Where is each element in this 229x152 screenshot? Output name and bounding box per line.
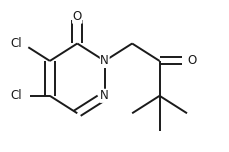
Text: Cl: Cl: [11, 89, 22, 102]
Text: N: N: [100, 89, 109, 102]
Text: O: O: [186, 54, 195, 67]
Text: O: O: [72, 10, 82, 23]
Text: N: N: [100, 54, 109, 67]
Text: Cl: Cl: [11, 37, 22, 50]
